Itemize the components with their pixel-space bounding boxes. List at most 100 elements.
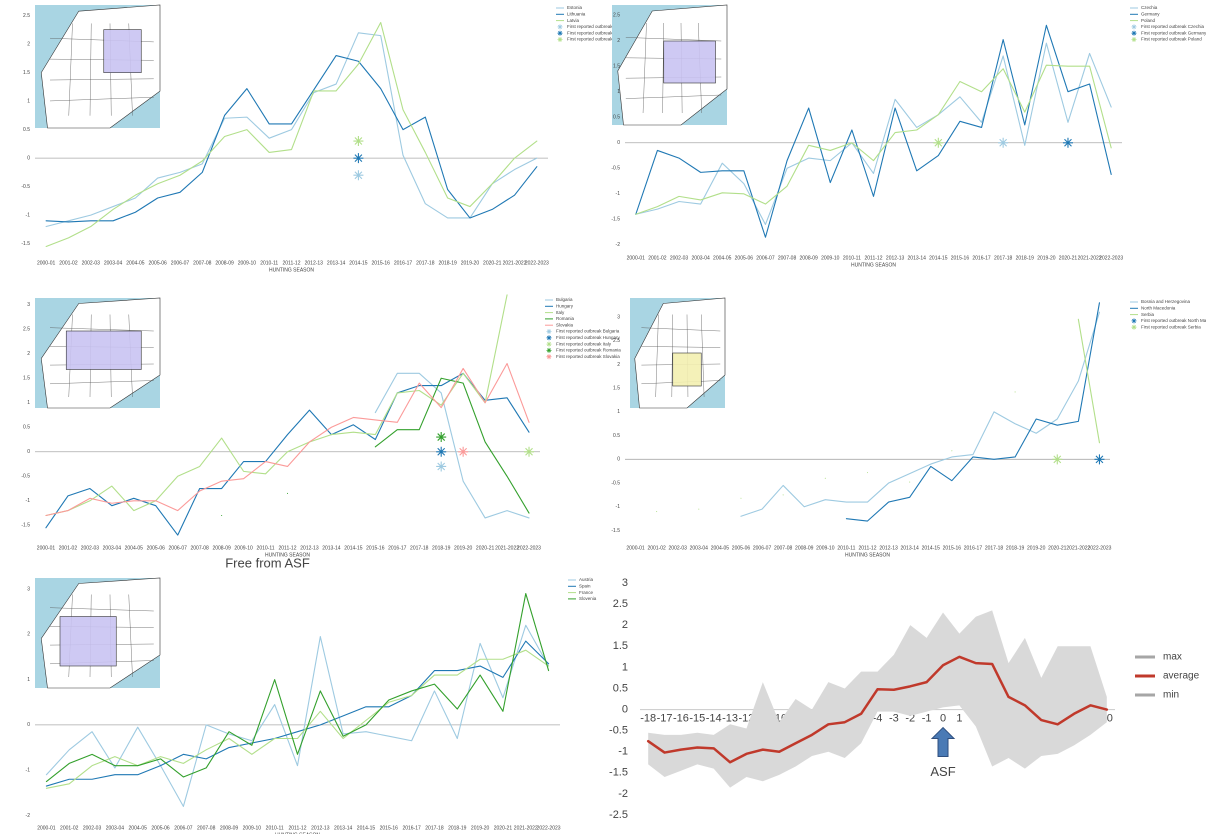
legend-label: Estonia (567, 5, 583, 10)
annotation-arrow (930, 726, 956, 758)
x-tick-label: 2011-12 (865, 255, 883, 261)
map-border (662, 22, 664, 114)
legend-label: First reported outbreak Italy (556, 341, 612, 346)
x-axis-label: HUNTING SEASON (275, 832, 320, 834)
legend-label: min (1163, 690, 1179, 701)
x-tick-label: 2015-16 (366, 545, 385, 551)
x-tick-label: 1 (956, 712, 962, 724)
legend-label: First reported outbreak North Macedonia (1141, 318, 1206, 323)
y-tick-label: 1.5 (613, 385, 620, 391)
y-tick-label: 2 (27, 351, 30, 357)
y-tick-label: 1 (617, 89, 620, 95)
y-tick-label: 0.5 (613, 433, 620, 439)
legend-label: First reported outbreak Romania (556, 348, 621, 353)
x-tick-label: -2 (905, 712, 915, 724)
x-tick-label: 2021-2022 (514, 825, 538, 831)
legend-swatch (557, 37, 563, 42)
legend-swatch (1131, 30, 1137, 36)
x-tick-label: 2000-01 (627, 255, 646, 261)
x-tick-label: 2015-16 (943, 545, 962, 551)
x-tick-label: 2013-14 (334, 825, 353, 831)
outbreak-marker (436, 461, 447, 472)
legend-label: Czechia (1141, 5, 1158, 10)
x-tick-label: 2004-05 (125, 545, 144, 551)
x-tick-label: 2017-18 (410, 545, 429, 551)
map-border (671, 314, 673, 398)
map-border (49, 327, 154, 332)
legend-label: First reported outbreak Estonia (567, 24, 629, 29)
map-border (89, 23, 92, 116)
x-tick-label: 2013-14 (327, 260, 346, 266)
x-tick-label: 2002-03 (669, 545, 688, 551)
y-tick-label: 2.5 (23, 13, 30, 19)
legend-label: Italy (556, 310, 565, 315)
series-line (45, 362, 530, 517)
x-tick-label: 2000-01 (37, 545, 56, 551)
legend-label: Austria (579, 577, 594, 582)
outbreak-marker (524, 446, 535, 457)
y-tick-label: 0.5 (23, 425, 30, 431)
legend-label: First reported outbreak Serbia (1141, 324, 1201, 329)
legend-label: First reported outbreak Latvia (567, 37, 626, 42)
x-axis-label: HUNTING SEASON (851, 262, 896, 268)
x-tick-label: 2007-08 (193, 260, 212, 266)
x-tick-label: 2007-08 (190, 545, 209, 551)
y-tick-label: -0.5 (611, 480, 620, 486)
x-tick-label: 2022-2023 (517, 545, 541, 551)
legend-swatch (546, 341, 552, 347)
y-tick-label: -1 (26, 768, 31, 774)
series-line (656, 318, 1101, 513)
y-tick-label: 1.5 (613, 63, 620, 69)
x-tick-label: 2003-04 (106, 825, 125, 831)
x-tick-label: 2017-18 (425, 825, 444, 831)
y-tick-label: -1 (616, 191, 621, 197)
x-tick-label: 2017-18 (994, 255, 1013, 261)
x-tick-label: 2018-19 (432, 545, 451, 551)
legend-label: Hungary (556, 303, 574, 308)
x-tick-label: 2006-07 (753, 545, 772, 551)
x-tick-label: 2012-13 (305, 260, 324, 266)
legend-label: average (1163, 671, 1200, 682)
x-tick-label: 2015-16 (372, 260, 391, 266)
y-tick-label: 0 (27, 449, 30, 455)
x-tick-label: 2019-20 (1037, 255, 1056, 261)
x-tick-label: -17 (657, 712, 673, 724)
legend-label: Bosnia and Herzegovina (1141, 299, 1191, 304)
x-tick-label: 2014-15 (344, 545, 363, 551)
y-tick-label: 0.5 (23, 127, 30, 133)
map-border (625, 94, 722, 99)
y-tick-label: -1.5 (609, 767, 628, 779)
x-tick-label: 2006-07 (756, 255, 775, 261)
series-line (45, 649, 550, 789)
x-tick-label: 2006-07 (171, 260, 190, 266)
x-tick-label: 2018-19 (1006, 545, 1025, 551)
map-border (49, 78, 154, 81)
legend-swatch (557, 30, 563, 36)
x-axis-label: HUNTING SEASON (265, 552, 310, 558)
legend-label: Serbia (1141, 312, 1155, 317)
x-tick-label: 2014-15 (922, 545, 941, 551)
map-highlight (663, 40, 716, 84)
x-tick-label: 2021-2022 (495, 545, 519, 551)
y-tick-label: 0 (617, 457, 620, 463)
x-tick-label: 2022-2023 (1087, 545, 1111, 551)
x-tick-label: 2020-21 (476, 545, 495, 551)
series-line (45, 32, 538, 228)
y-tick-label: -1.5 (21, 523, 30, 529)
legend-label: Latvia (567, 18, 580, 23)
outbreak-marker (1052, 454, 1063, 465)
legend-label: First reported outbreak Hungary (556, 335, 621, 340)
x-tick-label: 2021-2022 (503, 260, 527, 266)
legend-label: First reported outbreak Poland (1141, 37, 1202, 42)
x-tick-label: 2013-14 (908, 255, 927, 261)
y-tick-label: -0.5 (609, 725, 628, 737)
y-tick-label: 0.5 (613, 682, 628, 694)
legend-swatch (1131, 37, 1137, 42)
y-tick-label: -0.5 (21, 184, 30, 190)
legend-label: Bulgaria (556, 297, 573, 302)
series-line (635, 42, 1112, 226)
x-tick-label: -16 (673, 712, 689, 724)
x-tick-label: 2002-03 (81, 545, 100, 551)
y-tick-label: 3 (622, 577, 628, 589)
